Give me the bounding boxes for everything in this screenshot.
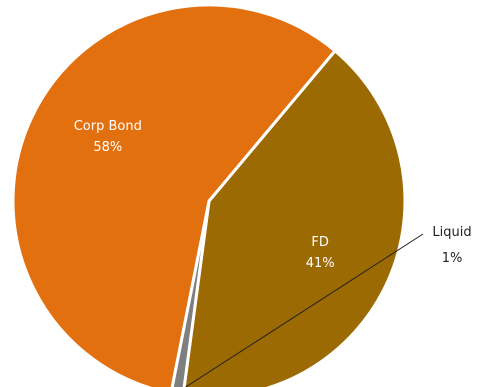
slice-label-name-fd: FD bbox=[311, 235, 329, 250]
slice-label-value-corp-bond: 58% bbox=[93, 140, 122, 155]
slice-label-name-liquid: Liquid bbox=[432, 225, 471, 240]
leader-lines bbox=[184, 233, 424, 387]
leader-line-liquid bbox=[184, 233, 424, 387]
slice-label-value-liquid: 1% bbox=[442, 251, 463, 266]
pie-slices bbox=[11, 3, 407, 387]
pie-slice-corp-bond bbox=[11, 3, 337, 387]
slice-label-value-fd: 41% bbox=[306, 256, 335, 271]
slice-label-name-corp-bond: Corp Bond bbox=[74, 119, 142, 134]
slice-labels: FD 41% Liquid 1% Corp Bond 58% bbox=[74, 119, 472, 271]
pie-slice-fd bbox=[182, 49, 407, 387]
